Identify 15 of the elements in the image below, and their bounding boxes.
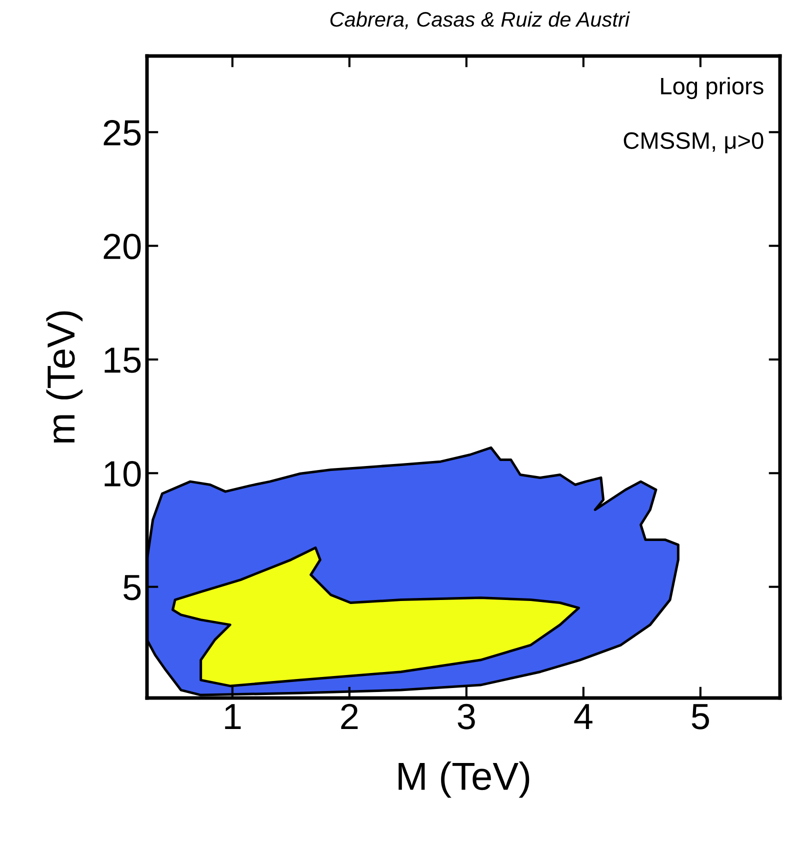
annotation: CMSSM, μ>0 [624,132,764,154]
y-tick-label: 20 [104,234,141,260]
x-tick-label: 3 [458,704,475,730]
y-tick-label: 15 [104,348,141,373]
x-axis-title: M (TeV) [398,762,530,798]
x-tick-label: 5 [692,704,709,730]
x-tick-label: 4 [574,704,592,730]
x-tick-label: 1 [225,704,241,730]
annotation: Log priors [661,77,764,100]
x-tick-label: 2 [341,704,358,730]
y-tick-label: 25 [104,120,141,146]
y-tick-label: 5 [124,575,141,600]
y-tick-label: 10 [104,461,141,487]
text: Cabrera, Casas & Ruiz de Austri [330,11,630,30]
y-axis-title: m (TeV) [46,311,83,442]
